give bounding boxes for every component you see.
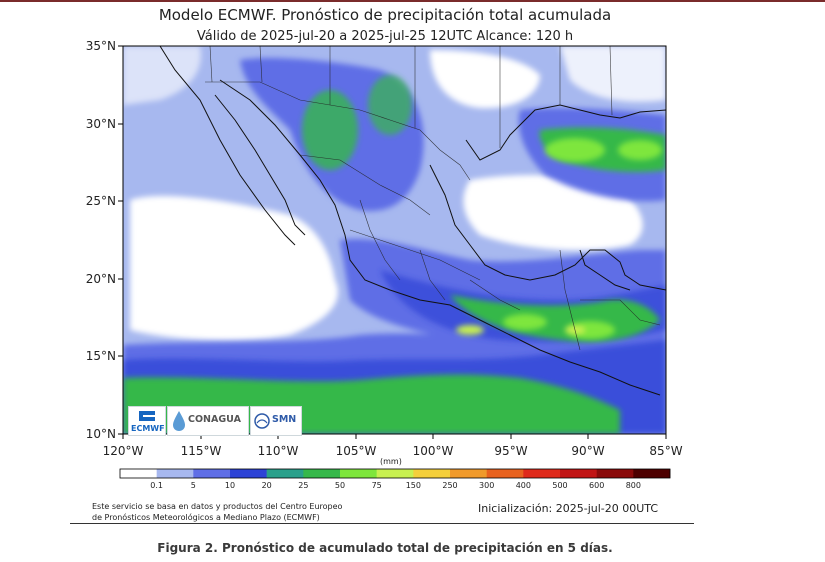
dry-zone-northwest	[123, 46, 201, 105]
lat-label-10: 10°N	[85, 427, 116, 441]
colorbar-tick-label: 500	[552, 481, 568, 490]
border-us-mexico	[205, 81, 471, 181]
map-frame	[122, 45, 667, 435]
lat-label-35: 35°N	[85, 39, 116, 53]
colorbar-tick-label: 10	[224, 481, 236, 490]
credit-line-1: Este servicio se basa en datos y product…	[92, 502, 343, 511]
lon-label-90: 90°W	[571, 444, 605, 458]
border-states-south	[419, 249, 446, 301]
dry-zone-northeast	[560, 46, 666, 102]
colorbar-tick-label: 75	[371, 481, 382, 490]
lightgreen-core-east	[618, 140, 662, 160]
conagua-logo-text: CONAGUA	[188, 414, 241, 425]
precip-field	[123, 46, 666, 434]
green-core-north	[368, 75, 412, 135]
coast-gulf-california-west	[214, 94, 306, 236]
smn-logo-text: SMN	[272, 414, 297, 425]
lightgreen-core-isthmus	[503, 314, 547, 330]
coast-baja-west	[159, 46, 296, 246]
colorbar-tick-label: 50	[334, 481, 346, 490]
credit-line-2: de Pronósticos Meteorológicos a Mediano …	[92, 513, 320, 522]
green-core-sierra	[302, 90, 358, 170]
colorbar-tick-label: 150	[405, 481, 421, 490]
colorbar-frame	[119, 468, 671, 479]
colorbar-swatch	[560, 469, 597, 478]
colorbar-swatch	[266, 469, 304, 478]
border-states-southeast	[469, 279, 521, 311]
lat-label-20: 20°N	[85, 272, 116, 286]
border-states-west	[359, 199, 401, 281]
colorbar-swatch	[486, 469, 524, 478]
colorbar-tick-label: 600	[589, 481, 605, 490]
dry-zone-north	[430, 50, 540, 109]
border-us-california	[209, 46, 213, 83]
ecmwf-logo-mark	[139, 411, 155, 421]
footer-rule	[70, 523, 694, 524]
lon-label-105: 105°W	[335, 444, 377, 458]
coastlines	[159, 46, 666, 396]
border-alabama	[609, 46, 613, 116]
lightgreen-core-guatemala	[565, 321, 615, 339]
lon-label-95: 95°W	[494, 444, 528, 458]
lat-label-15: 15°N	[85, 349, 116, 363]
colorbar-unit: (mm)	[380, 457, 402, 466]
figure-caption: Figura 2. Pronóstico de acumulado total …	[157, 541, 613, 555]
border-guatemala	[559, 249, 581, 351]
axis-ticks	[118, 45, 667, 439]
smn-logo: SMN	[250, 406, 302, 436]
initialization-time: Inicialización: 2025-jul-20 00UTC	[478, 502, 659, 515]
lat-label-25: 25°N	[85, 194, 116, 208]
ecmwf-logo-text: ECMWF	[131, 424, 165, 433]
lat-label-30: 30°N	[85, 117, 116, 131]
colorbar-tick-label: 20	[261, 481, 272, 490]
colorbar-tick-label: 5	[190, 481, 196, 490]
lon-label-100: 100°W	[412, 444, 454, 458]
colorbar-swatch	[633, 469, 671, 478]
colorbar	[119, 468, 671, 479]
colorbar-swatch	[156, 469, 194, 478]
colorbar-swatch	[230, 469, 267, 478]
dry-zone-pacific	[130, 195, 338, 341]
colorbar-swatch	[523, 469, 561, 478]
conagua-logo: CONAGUA	[167, 406, 249, 436]
colorbar-swatch	[120, 469, 157, 478]
colorbar-swatch	[376, 469, 414, 478]
colorbar-swatch	[303, 469, 341, 478]
colorbar-tick-label: 300	[479, 481, 495, 490]
lightgreen-core-gulf	[545, 138, 605, 162]
lon-label-120: 120°W	[102, 444, 144, 458]
lon-label-85: 85°W	[649, 444, 683, 458]
lon-label-115: 115°W	[180, 444, 222, 458]
colorbar-tick-label: 0.1	[150, 481, 164, 490]
lon-label-110: 110°W	[257, 444, 299, 458]
colorbar-tick-label: 800	[625, 481, 641, 490]
colorbar-tick-label: 25	[298, 481, 309, 490]
colorbar-swatch	[450, 469, 487, 478]
smn-emblem-icon	[254, 413, 270, 429]
colorbar-swatch	[193, 469, 231, 478]
political-borders	[205, 46, 661, 351]
map-subtitle: Válido de 2025-jul-20 a 2025-jul-25 12UT…	[196, 29, 574, 44]
colorbar-swatch	[596, 469, 634, 478]
coast-yucatan	[579, 249, 631, 291]
colorbar-swatch	[340, 469, 377, 478]
coast-us-gulf	[465, 104, 666, 161]
yellowgreen-core-oaxaca	[456, 325, 484, 335]
border-states-north	[299, 154, 431, 216]
top-accent-line	[0, 0, 825, 2]
water-drop-icon	[173, 411, 185, 431]
colorbar-tick-label: 250	[442, 481, 458, 490]
ecmwf-logo: ECMWF	[128, 406, 166, 436]
coast-gulf-of-mexico	[429, 164, 666, 291]
colorbar-swatch	[413, 469, 451, 478]
map-title: Modelo ECMWF. Pronóstico de precipitació…	[158, 6, 612, 24]
border-states-central	[349, 229, 481, 281]
border-arizona	[259, 46, 263, 83]
border-honduras	[580, 299, 661, 326]
colorbar-tick-label: 400	[515, 481, 531, 490]
